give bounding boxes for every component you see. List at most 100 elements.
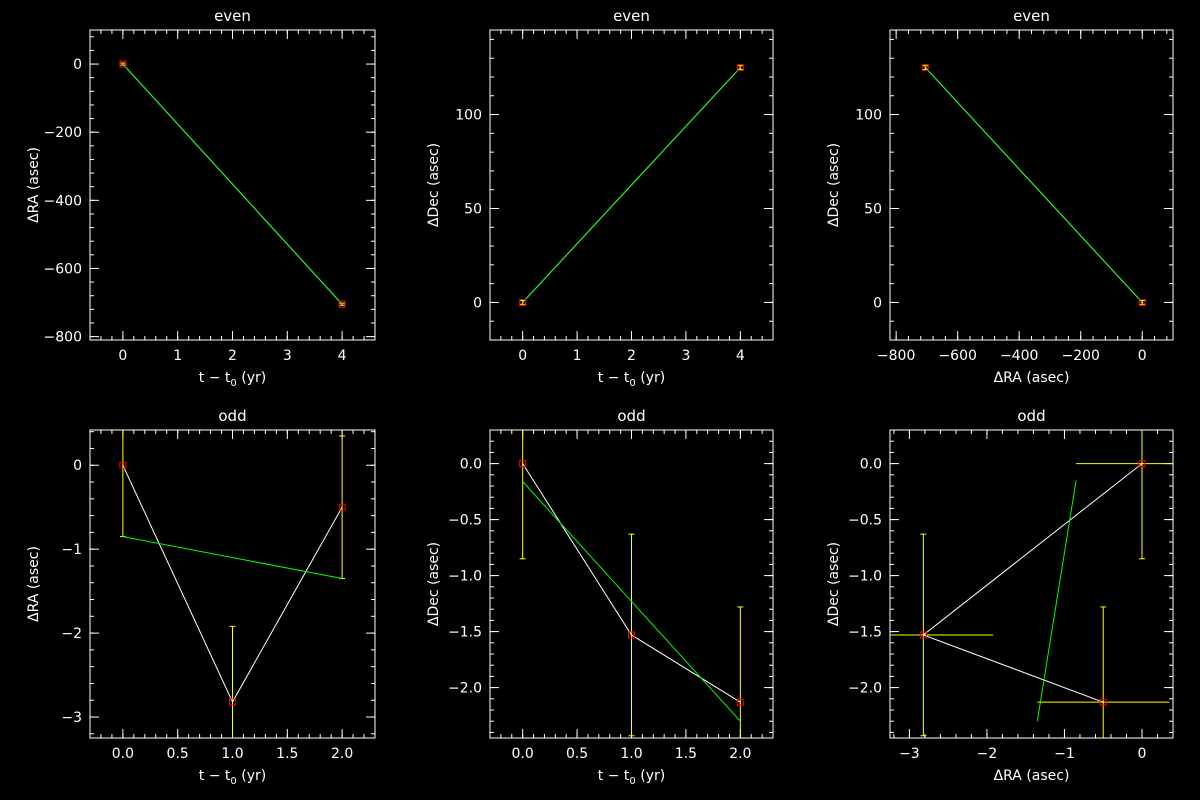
x-axis-label: t − t0 (yr): [199, 370, 266, 389]
x-tick-label: −800: [877, 348, 915, 364]
x-tick-label: 1.0: [620, 746, 642, 762]
x-axis-label-unit: (yr): [636, 768, 665, 784]
data-point: [921, 64, 929, 72]
y-tick-label: 100: [855, 108, 882, 124]
plot-area: [921, 64, 1146, 306]
x-tick-label: 3: [681, 348, 690, 364]
data-point: [338, 300, 346, 308]
y-tick-label: −0.5: [448, 513, 482, 529]
x-axis-label-unit: (yr): [636, 370, 665, 386]
x-tick-label: 2: [228, 348, 237, 364]
y-tick-label: 100: [455, 108, 482, 124]
x-tick-label: 0: [518, 348, 527, 364]
x-tick-label: −400: [1000, 348, 1038, 364]
y-tick-label: 50: [864, 201, 882, 217]
x-tick-label: 2.0: [729, 746, 751, 762]
x-tick-label: −2: [977, 746, 998, 762]
y-tick-label: −1.0: [448, 569, 482, 585]
panel-title: odd: [218, 407, 246, 425]
x-tick-label: 0.0: [512, 746, 534, 762]
x-tick-label: 0.5: [566, 746, 588, 762]
x-tick-label: −1: [1054, 746, 1075, 762]
x-tick-label: 1.0: [221, 746, 243, 762]
panel-title: even: [1013, 7, 1050, 25]
x-tick-label: 0.0: [112, 746, 134, 762]
y-tick-label: 50: [464, 201, 482, 217]
x-tick-label: 4: [338, 348, 347, 364]
plot-area: [119, 60, 346, 308]
x-tick-label: 2: [627, 348, 636, 364]
y-axis-label: ΔDec (asec): [426, 542, 442, 626]
y-tick-label: −800: [44, 330, 82, 346]
x-axis-label-subscript: 0: [629, 776, 635, 787]
panel-title: even: [214, 7, 251, 25]
y-tick-label: −3: [61, 710, 82, 726]
fit-line: [122, 63, 343, 305]
y-axis-label: ΔRA (asec): [26, 147, 42, 223]
x-tick-label: 1: [573, 348, 582, 364]
data-point: [1099, 698, 1107, 706]
panel-title: even: [613, 7, 650, 25]
data-point: [119, 461, 127, 469]
data-point: [229, 698, 236, 706]
y-axis-label: ΔDec (asec): [826, 143, 842, 227]
fit-line: [522, 481, 741, 722]
y-axis-label: ΔRA (asec): [26, 546, 42, 622]
x-axis-label: ΔRA (asec): [994, 768, 1070, 784]
x-axis-label: ΔRA (asec): [994, 370, 1070, 386]
panel-title: odd: [1017, 407, 1045, 425]
data-point: [119, 60, 127, 68]
x-tick-label: −3: [899, 746, 920, 762]
plot-area: [119, 430, 346, 738]
panel-3: −800 −600 −400 −200 0 0 50 100 even ΔRA (asec) ΔDe…: [826, 7, 1174, 386]
x-axis-label-subscript: 0: [230, 378, 236, 389]
x-axis-label-main: t − t: [598, 370, 630, 386]
y-tick-label: −1: [61, 542, 82, 558]
x-axis-label-main: t − t: [199, 768, 231, 784]
x-axis-label: t − t0 (yr): [199, 768, 266, 787]
y-tick-label: 0: [73, 458, 82, 474]
x-axis-label-main: t − t: [199, 370, 231, 386]
data-point: [519, 460, 527, 468]
y-tick-label: 0: [73, 57, 82, 73]
fit-line: [522, 67, 741, 303]
x-tick-label: 4: [736, 348, 745, 364]
data-line: [522, 463, 741, 703]
y-tick-label: −1.5: [448, 625, 482, 641]
panel-5: 0.0 0.5 1.0 1.5 2.0 −2.0 −1.5 −1.0 −0.5 0.0 odd t −…: [426, 407, 774, 787]
data-point: [919, 631, 927, 639]
y-tick-label: 0.0: [860, 457, 882, 473]
x-tick-label: −200: [1061, 348, 1099, 364]
y-tick-label: 0.0: [460, 457, 482, 473]
x-tick-label: 0: [1138, 746, 1147, 762]
x-tick-label: 1: [173, 348, 182, 364]
y-tick-label: −1.0: [848, 569, 882, 585]
y-tick-label: −0.5: [848, 513, 882, 529]
x-tick-label: −600: [938, 348, 976, 364]
x-axis-label-main: ΔRA (asec): [994, 370, 1070, 386]
y-tick-label: 0: [873, 295, 882, 311]
y-tick-label: −2.0: [448, 681, 482, 697]
y-tick-label: 0: [473, 295, 482, 311]
panel-6: −3 −2 −1 0 −2.0 −1.5 −1.0 −0.5 0.0 odd ΔRA (asec) Δ…: [826, 407, 1174, 784]
plot-area: [890, 430, 1173, 738]
x-tick-label: 2.0: [331, 746, 353, 762]
x-axis-label-subscript: 0: [230, 776, 236, 787]
plot-area: [519, 430, 744, 738]
y-tick-label: −2: [61, 626, 82, 642]
x-tick-label: 1.5: [675, 746, 697, 762]
x-tick-label: 0: [118, 348, 127, 364]
data-point: [1138, 298, 1146, 306]
x-axis-label: t − t0 (yr): [598, 370, 665, 389]
data-line: [122, 465, 343, 704]
x-axis-label: t − t0 (yr): [598, 768, 665, 787]
plot-frame: [889, 429, 1174, 739]
data-point: [736, 64, 744, 72]
fit-line: [925, 67, 1143, 303]
y-tick-label: −1.5: [848, 625, 882, 641]
plot-area: [519, 64, 744, 306]
y-axis-label: ΔDec (asec): [826, 542, 842, 626]
